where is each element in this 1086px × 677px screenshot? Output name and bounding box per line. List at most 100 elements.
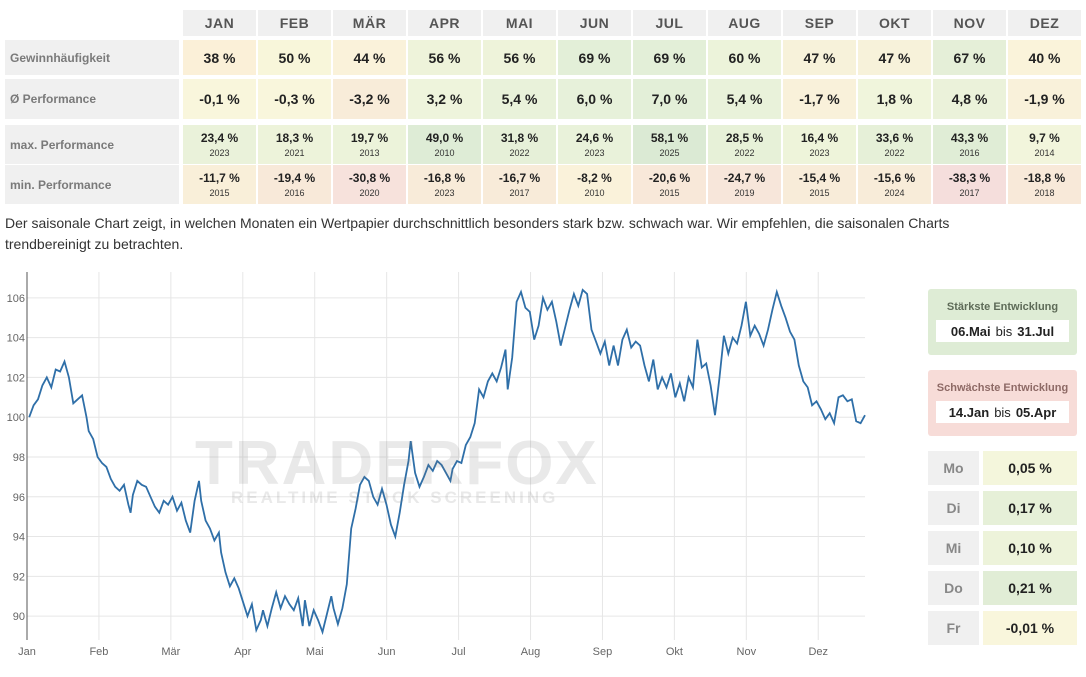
strongest-period-title: Stärkste Entwicklung [946, 301, 1059, 313]
stat-cell: 43,3 % 2016 [933, 125, 1006, 164]
stat-year: 2022 [884, 148, 905, 158]
stat-value: -38,3 % [948, 171, 991, 185]
weakest-period-range: 14.Jan bis 05.Apr [936, 401, 1069, 423]
stat-value: 40 % [1028, 49, 1061, 66]
stat-value: 9,7 % [1029, 131, 1060, 145]
stat-value: -15,6 % [873, 171, 916, 185]
weakest-period-from: 14.Jan [948, 404, 990, 420]
stat-value: 6,0 % [576, 91, 613, 107]
stat-year: 2017 [509, 188, 530, 198]
stat-cell: 47 % [783, 40, 856, 75]
stat-value: 28,5 % [725, 131, 764, 145]
stat-year: 2015 [659, 188, 680, 198]
stat-value: -30,8 % [348, 171, 391, 185]
stat-cell: -24,7 % 2019 [708, 165, 781, 204]
x-tick-label: Dez [808, 646, 828, 658]
stat-value: 50 % [278, 49, 311, 66]
weakest-period-box: Schwächste Entwicklung 14.Jan bis 05.Apr [928, 370, 1077, 436]
seasonal-stats-table: JAN FEB MÄR APR MAI JUN JUL AUG SEP OKT NOV DEZ Gew… [5, 10, 1081, 204]
stat-cell: -18,8 % 2018 [1008, 165, 1081, 204]
stat-year: 2022 [509, 148, 530, 158]
x-tick-label: Aug [521, 646, 541, 658]
stat-cell: 16,4 % 2023 [783, 125, 856, 164]
stat-cell: -20,6 % 2015 [633, 165, 706, 204]
stat-cell: -15,6 % 2024 [858, 165, 931, 204]
stat-value: -8,2 % [577, 171, 612, 185]
month-header-8: SEP [783, 10, 856, 36]
x-axis-ticks: Jan Feb Mär Apr Mai Jun Jul Aug Sep Okt Nov Dez [18, 646, 828, 658]
stat-year: 2024 [884, 188, 905, 198]
stat-cell: 18,3 % 2021 [258, 125, 331, 164]
stat-year: 2010 [584, 188, 605, 198]
stat-value: -18,8 % [1023, 171, 1066, 185]
y-tick-label: 90 [13, 611, 25, 623]
stat-value: -16,8 % [423, 171, 466, 185]
stat-year: 2016 [959, 148, 980, 158]
stat-cell: 23,4 % 2023 [183, 125, 256, 164]
row-label-avg-performance: Ø Performance [5, 79, 179, 119]
stat-value: 47 % [878, 49, 911, 66]
stat-cell: 6,0 % [558, 79, 631, 119]
stat-year: 2022 [734, 148, 755, 158]
x-tick-label: Jun [378, 646, 396, 658]
stat-cell: 56 % [483, 40, 556, 75]
month-header-3: APR [408, 10, 481, 36]
stat-cell: 69 % [633, 40, 706, 75]
weekday-value: 0,05 % [983, 451, 1077, 485]
stat-cell: -30,8 % 2020 [333, 165, 406, 204]
x-tick-label: Jan [18, 646, 36, 658]
stat-year: 2019 [734, 188, 755, 198]
seasonal-line-chart: 90 92 94 96 98 100 102 104 106 Jan Feb Mär Apr Mai Ju… [7, 272, 866, 658]
stat-value: 60 % [728, 49, 761, 66]
x-tick-label: Sep [593, 646, 613, 658]
stat-cell: 58,1 % 2025 [633, 125, 706, 164]
weekday-row-mi: Mi 0,10 % [928, 531, 1077, 565]
stat-cell: -0,1 % [183, 79, 256, 119]
stat-year: 2021 [284, 148, 305, 158]
weekday-label: Fr [928, 611, 979, 645]
x-tick-label: Mai [306, 646, 324, 658]
strongest-period-box: Stärkste Entwicklung 06.Mai bis 31.Jul [928, 289, 1077, 355]
stat-year: 2013 [359, 148, 380, 158]
stat-year: 2023 [209, 148, 230, 158]
stat-year: 2015 [809, 188, 830, 198]
stat-value: -24,7 % [723, 171, 766, 185]
x-tick-label: Mär [161, 646, 180, 658]
stat-year: 2023 [584, 148, 605, 158]
weakest-period-to: 05.Apr [1015, 404, 1057, 420]
stat-cell: 4,8 % [933, 79, 1006, 119]
stat-value: 1,8 % [876, 91, 913, 107]
stat-value: -3,2 % [349, 91, 390, 107]
stat-value: 47 % [803, 49, 836, 66]
stat-year: 2010 [434, 148, 455, 158]
month-header-2: MÄR [333, 10, 406, 36]
stat-cell: 31,8 % 2022 [483, 125, 556, 164]
month-header-7: AUG [708, 10, 781, 36]
month-header-4: MAI [483, 10, 556, 36]
stat-cell: 47 % [858, 40, 931, 75]
y-axis-ticks: 90 92 94 96 98 100 102 104 106 [7, 293, 25, 623]
stat-value: -0,1 % [199, 91, 240, 107]
stat-value: -15,4 % [798, 171, 841, 185]
month-header-1: FEB [258, 10, 331, 36]
stat-cell: 5,4 % [708, 79, 781, 119]
month-header-11: DEZ [1008, 10, 1081, 36]
seasonal-series-line [28, 288, 866, 636]
month-header-6: JUL [633, 10, 706, 36]
stat-year: 2025 [659, 148, 680, 158]
stat-cell: -8,2 % 2010 [558, 165, 631, 204]
stat-value: -0,3 % [274, 91, 315, 107]
chart-grid [26, 272, 865, 640]
stat-year: 2018 [1034, 188, 1055, 198]
stat-cell: 33,6 % 2022 [858, 125, 931, 164]
x-tick-label: Nov [737, 646, 757, 658]
stat-value: -16,7 % [498, 171, 541, 185]
stat-value: 56 % [428, 49, 461, 66]
stats-row-win-frequency: Gewinnhäufigkeit 38 % 50 % 44 % 56 % 56 % 69 … [5, 40, 1081, 75]
stat-year: 2023 [809, 148, 830, 158]
strongest-period-joiner: bis [995, 323, 1013, 339]
stat-value: 16,4 % [800, 131, 839, 145]
x-tick-label: Apr [234, 646, 251, 658]
stat-value: 49,0 % [425, 131, 464, 145]
stat-cell: 19,7 % 2013 [333, 125, 406, 164]
